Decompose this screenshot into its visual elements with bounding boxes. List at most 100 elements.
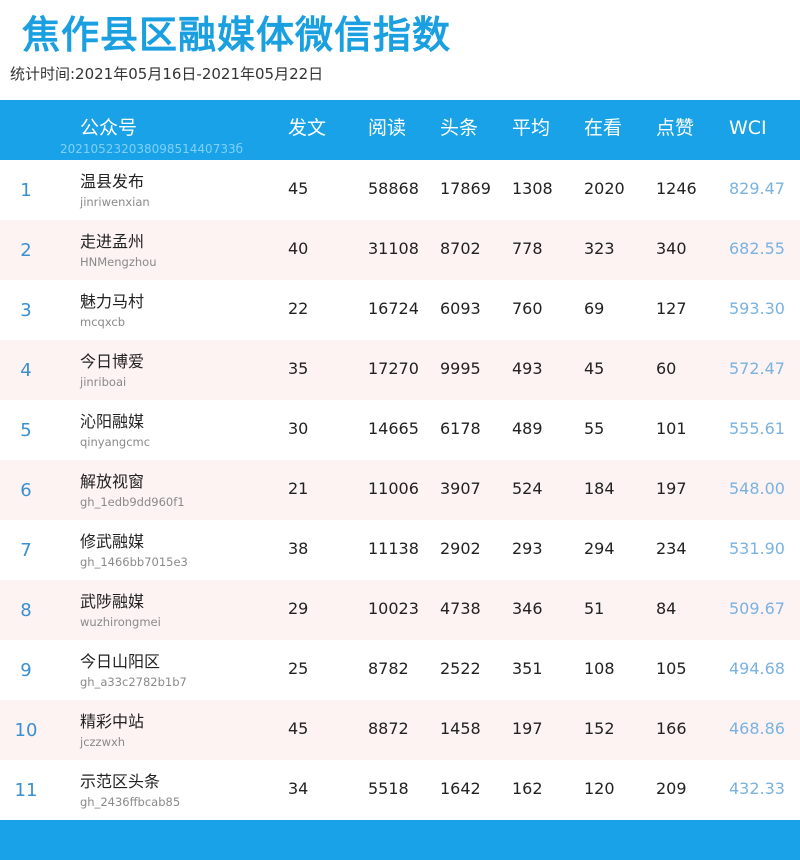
table-row: 10 精彩中站 jczzwxh 45 8872 1458 197 152 166 468.86 — [0, 700, 800, 760]
watching-count: 55 — [584, 419, 605, 438]
watching-count: 184 — [584, 479, 615, 498]
account-name: 走进孟州 — [80, 232, 145, 251]
headline-count: 1458 — [440, 719, 481, 738]
rank-number: 9 — [20, 660, 32, 681]
watermark-id: 20210523203809851440733б — [60, 142, 243, 156]
rank-number: 4 — [20, 360, 32, 381]
read-count: 11006 — [368, 479, 419, 498]
read-count: 14665 — [368, 419, 419, 438]
page-title: 焦作县区融媒体微信指数 — [22, 13, 452, 57]
average-count: 524 — [512, 479, 543, 498]
post-count: 38 — [288, 539, 309, 558]
rank-number: 8 — [20, 600, 32, 621]
table-header: 公众号 发文 阅读 头条 平均 在看 点赞 WCI 20210523203809… — [0, 100, 800, 160]
stat-period: 统计时间:2021年05月16日-2021年05月22日 — [10, 65, 324, 83]
headline-count: 6178 — [440, 419, 481, 438]
like-count: 101 — [656, 419, 687, 438]
account-id: jinriwenxian — [80, 195, 150, 209]
headline-count: 8702 — [440, 239, 481, 258]
average-count: 197 — [512, 719, 543, 738]
account-id: jczzwxh — [80, 735, 126, 749]
table-row: 8 武陟融媒 wuzhirongmei 29 10023 4738 346 51 84 509.6… — [0, 580, 800, 640]
average-count: 162 — [512, 779, 543, 798]
read-count: 58868 — [368, 179, 419, 198]
header-reads: 阅读 — [368, 117, 407, 139]
wci-score: 548.00 — [729, 479, 785, 498]
post-count: 45 — [288, 179, 309, 198]
wci-score: 432.33 — [729, 779, 785, 798]
rank-number: 11 — [14, 780, 38, 801]
rank-number: 2 — [20, 240, 32, 261]
post-count: 22 — [288, 299, 309, 318]
post-count: 21 — [288, 479, 309, 498]
wci-score: 494.68 — [729, 659, 785, 678]
headline-count: 4738 — [440, 599, 481, 618]
read-count: 5518 — [368, 779, 409, 798]
watching-count: 108 — [584, 659, 615, 678]
account-name: 精彩中站 — [80, 712, 145, 731]
headline-count: 1642 — [440, 779, 481, 798]
post-count: 25 — [288, 659, 309, 678]
read-count: 17270 — [368, 359, 419, 378]
watching-count: 152 — [584, 719, 615, 738]
read-count: 31108 — [368, 239, 419, 258]
like-count: 166 — [656, 719, 687, 738]
table-row: 1 温县发布 jinriwenxian 45 58868 17869 1308 2020 124… — [0, 160, 800, 220]
wci-score: 468.86 — [729, 719, 785, 738]
rank-number: 5 — [20, 420, 32, 441]
read-count: 16724 — [368, 299, 419, 318]
header-headline: 头条 — [440, 117, 479, 139]
account-name: 武陟融媒 — [80, 592, 145, 611]
wci-score: 531.90 — [729, 539, 785, 558]
post-count: 35 — [288, 359, 309, 378]
ranking-table: 1 温县发布 jinriwenxian 45 58868 17869 1308 2020 124… — [0, 160, 800, 820]
account-id: qinyangcmc — [80, 435, 151, 449]
like-count: 340 — [656, 239, 687, 258]
rank-number: 3 — [20, 300, 32, 321]
headline-count: 3907 — [440, 479, 481, 498]
average-count: 346 — [512, 599, 543, 618]
footer-bar — [0, 820, 800, 860]
account-name: 魅力马村 — [80, 292, 145, 311]
headline-count: 2902 — [440, 539, 481, 558]
rank-number: 6 — [20, 480, 32, 501]
wci-score: 593.30 — [729, 299, 785, 318]
watching-count: 2020 — [584, 179, 625, 198]
table-row: 3 魅力马村 mcqxcb 22 16724 6093 760 69 127 593.30 — [0, 280, 800, 340]
read-count: 10023 — [368, 599, 419, 618]
average-count: 1308 — [512, 179, 553, 198]
account-id: gh_a33c2782b1b7 — [80, 675, 187, 689]
post-count: 40 — [288, 239, 309, 258]
account-id: gh_2436ffbcab85 — [80, 795, 181, 809]
account-name: 修武融媒 — [80, 532, 145, 551]
table-row: 9 今日山阳区 gh_a33c2782b1b7 25 8782 2522 351 108 105… — [0, 640, 800, 700]
average-count: 778 — [512, 239, 543, 258]
wci-score: 509.67 — [729, 599, 785, 618]
account-name: 解放视窗 — [80, 472, 145, 491]
header-posts: 发文 — [288, 117, 327, 139]
wci-score: 572.47 — [729, 359, 785, 378]
watching-count: 120 — [584, 779, 615, 798]
table-row: 11 示范区头条 gh_2436ffbcab85 34 5518 1642 162 120 20… — [0, 760, 800, 820]
account-id: jinriboai — [80, 375, 127, 389]
headline-count: 9995 — [440, 359, 481, 378]
account-id: gh_1edb9dd960f1 — [80, 495, 185, 509]
average-count: 293 — [512, 539, 543, 558]
table-row: 7 修武融媒 gh_1466bb7015e3 38 11138 2902 293 294 234… — [0, 520, 800, 580]
wci-score: 829.47 — [729, 179, 785, 198]
watching-count: 69 — [584, 299, 605, 318]
headline-count: 2522 — [440, 659, 481, 678]
like-count: 234 — [656, 539, 687, 558]
account-name: 沁阳融媒 — [80, 412, 145, 431]
account-id: gh_1466bb7015e3 — [80, 555, 188, 569]
account-id: mcqxcb — [80, 315, 126, 329]
average-count: 351 — [512, 659, 543, 678]
post-count: 45 — [288, 719, 309, 738]
read-count: 8872 — [368, 719, 409, 738]
header-watching: 在看 — [584, 117, 623, 139]
post-count: 34 — [288, 779, 309, 798]
rank-number: 10 — [14, 720, 38, 741]
average-count: 493 — [512, 359, 543, 378]
header-likes: 点赞 — [656, 117, 695, 139]
watching-count: 45 — [584, 359, 605, 378]
